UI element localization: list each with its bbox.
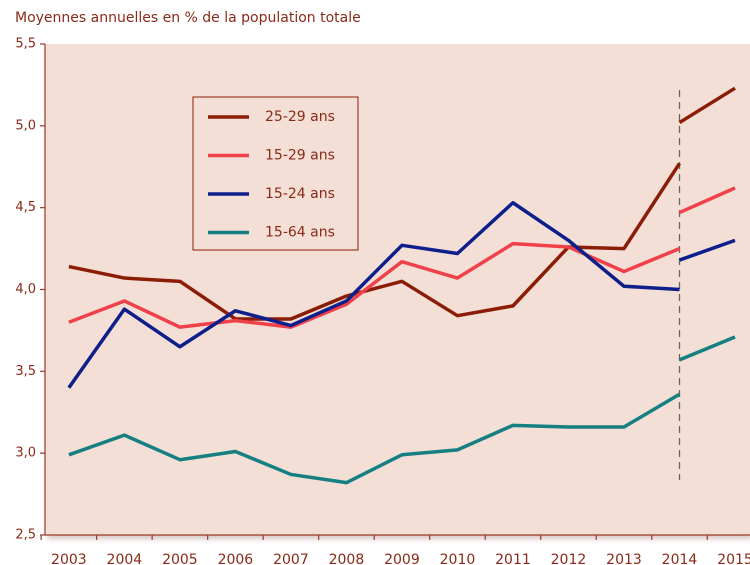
y-tick-label: 5,5 bbox=[15, 37, 36, 52]
x-tick-label: 2005 bbox=[162, 552, 198, 565]
series-line bbox=[68, 335, 736, 485]
x-tick-label: 2009 bbox=[384, 552, 420, 565]
legend-label: 15-24 ans bbox=[265, 186, 335, 202]
y-tick-label: 4,0 bbox=[15, 282, 36, 297]
y-tick-label: 3,5 bbox=[15, 364, 36, 379]
x-tick-label: 2007 bbox=[273, 552, 309, 565]
series-line bbox=[68, 186, 736, 329]
legend-label: 15-29 ans bbox=[265, 148, 335, 164]
y-tick-label: 4,5 bbox=[15, 200, 36, 215]
x-tick-label: 2015 bbox=[717, 552, 750, 565]
y-tick-label: 3,0 bbox=[15, 446, 36, 461]
x-tick-label: 2006 bbox=[218, 552, 254, 565]
legend-box bbox=[192, 96, 359, 251]
chart-title: Moyennes annuelles en % de la population… bbox=[15, 10, 361, 26]
plot-area bbox=[45, 44, 750, 535]
series-line bbox=[67, 201, 736, 389]
y-tick-label: 2,5 bbox=[15, 528, 36, 543]
x-tick-label: 2011 bbox=[495, 552, 531, 565]
x-tick-label: 2003 bbox=[51, 552, 87, 565]
x-tick-label: 2012 bbox=[551, 552, 587, 565]
y-tick-label: 5,0 bbox=[15, 118, 36, 133]
x-tick-label: 2014 bbox=[662, 552, 698, 565]
x-tick-label: 2013 bbox=[606, 552, 642, 565]
x-tick-label: 2008 bbox=[329, 552, 365, 565]
x-tick-label: 2004 bbox=[107, 552, 143, 565]
legend-label: 15-64 ans bbox=[265, 225, 335, 241]
x-tick-label: 2010 bbox=[440, 552, 476, 565]
legend-label: 25-29 ans bbox=[265, 109, 335, 125]
